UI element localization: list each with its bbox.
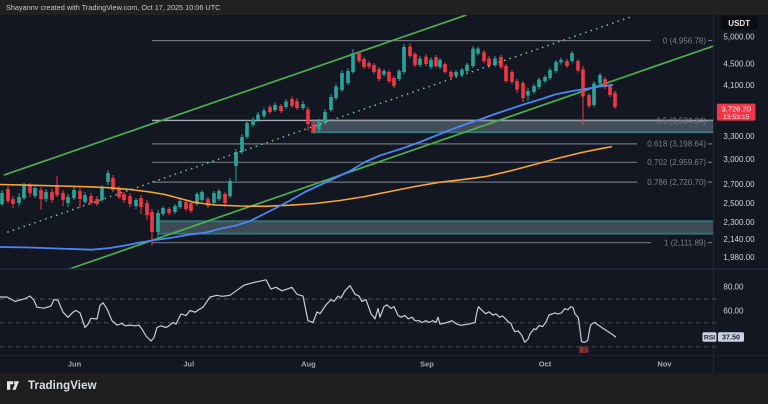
svg-text:Oct: Oct	[539, 360, 552, 369]
svg-text:37.50: 37.50	[722, 332, 740, 341]
svg-text:0 (4,956.78): 0 (4,956.78)	[663, 36, 706, 45]
svg-text:2,500.00: 2,500.00	[723, 199, 755, 208]
svg-text:4,500.00: 4,500.00	[723, 59, 755, 68]
svg-text:Sep: Sep	[420, 360, 434, 369]
svg-text:2,700.00: 2,700.00	[723, 180, 755, 189]
svg-text:0.786 (2,720.70): 0.786 (2,720.70)	[647, 178, 706, 187]
svg-text:2,300.00: 2,300.00	[723, 218, 755, 227]
svg-text:0.5 (3,534.34): 0.5 (3,534.34)	[656, 117, 706, 126]
svg-text:60.00: 60.00	[723, 307, 744, 316]
svg-text:Aug: Aug	[301, 360, 316, 369]
svg-text:0.702 (2,959.67): 0.702 (2,959.67)	[647, 158, 706, 167]
svg-text:0.618 (3,198.64): 0.618 (3,198.64)	[647, 140, 706, 149]
svg-text:RSI: RSI	[704, 334, 715, 341]
svg-text:1 (2,111.89): 1 (2,111.89)	[664, 239, 706, 248]
svg-text:Jul: Jul	[183, 360, 194, 369]
svg-text:3,000.00: 3,000.00	[723, 155, 755, 164]
svg-text:Jun: Jun	[68, 360, 82, 369]
svg-text:5,000.00: 5,000.00	[723, 33, 755, 42]
svg-text:3,300.00: 3,300.00	[723, 132, 755, 141]
svg-text:13:53:15: 13:53:15	[723, 114, 750, 121]
svg-text:3,726.20: 3,726.20	[721, 104, 751, 113]
svg-text:Nov: Nov	[657, 360, 672, 369]
svg-text:80.00: 80.00	[723, 283, 744, 292]
svg-text:4,100.00: 4,100.00	[723, 81, 755, 90]
svg-text:2,140.00: 2,140.00	[723, 235, 755, 244]
svg-text:USDT: USDT	[728, 19, 750, 28]
svg-text:1,980.00: 1,980.00	[723, 253, 755, 262]
